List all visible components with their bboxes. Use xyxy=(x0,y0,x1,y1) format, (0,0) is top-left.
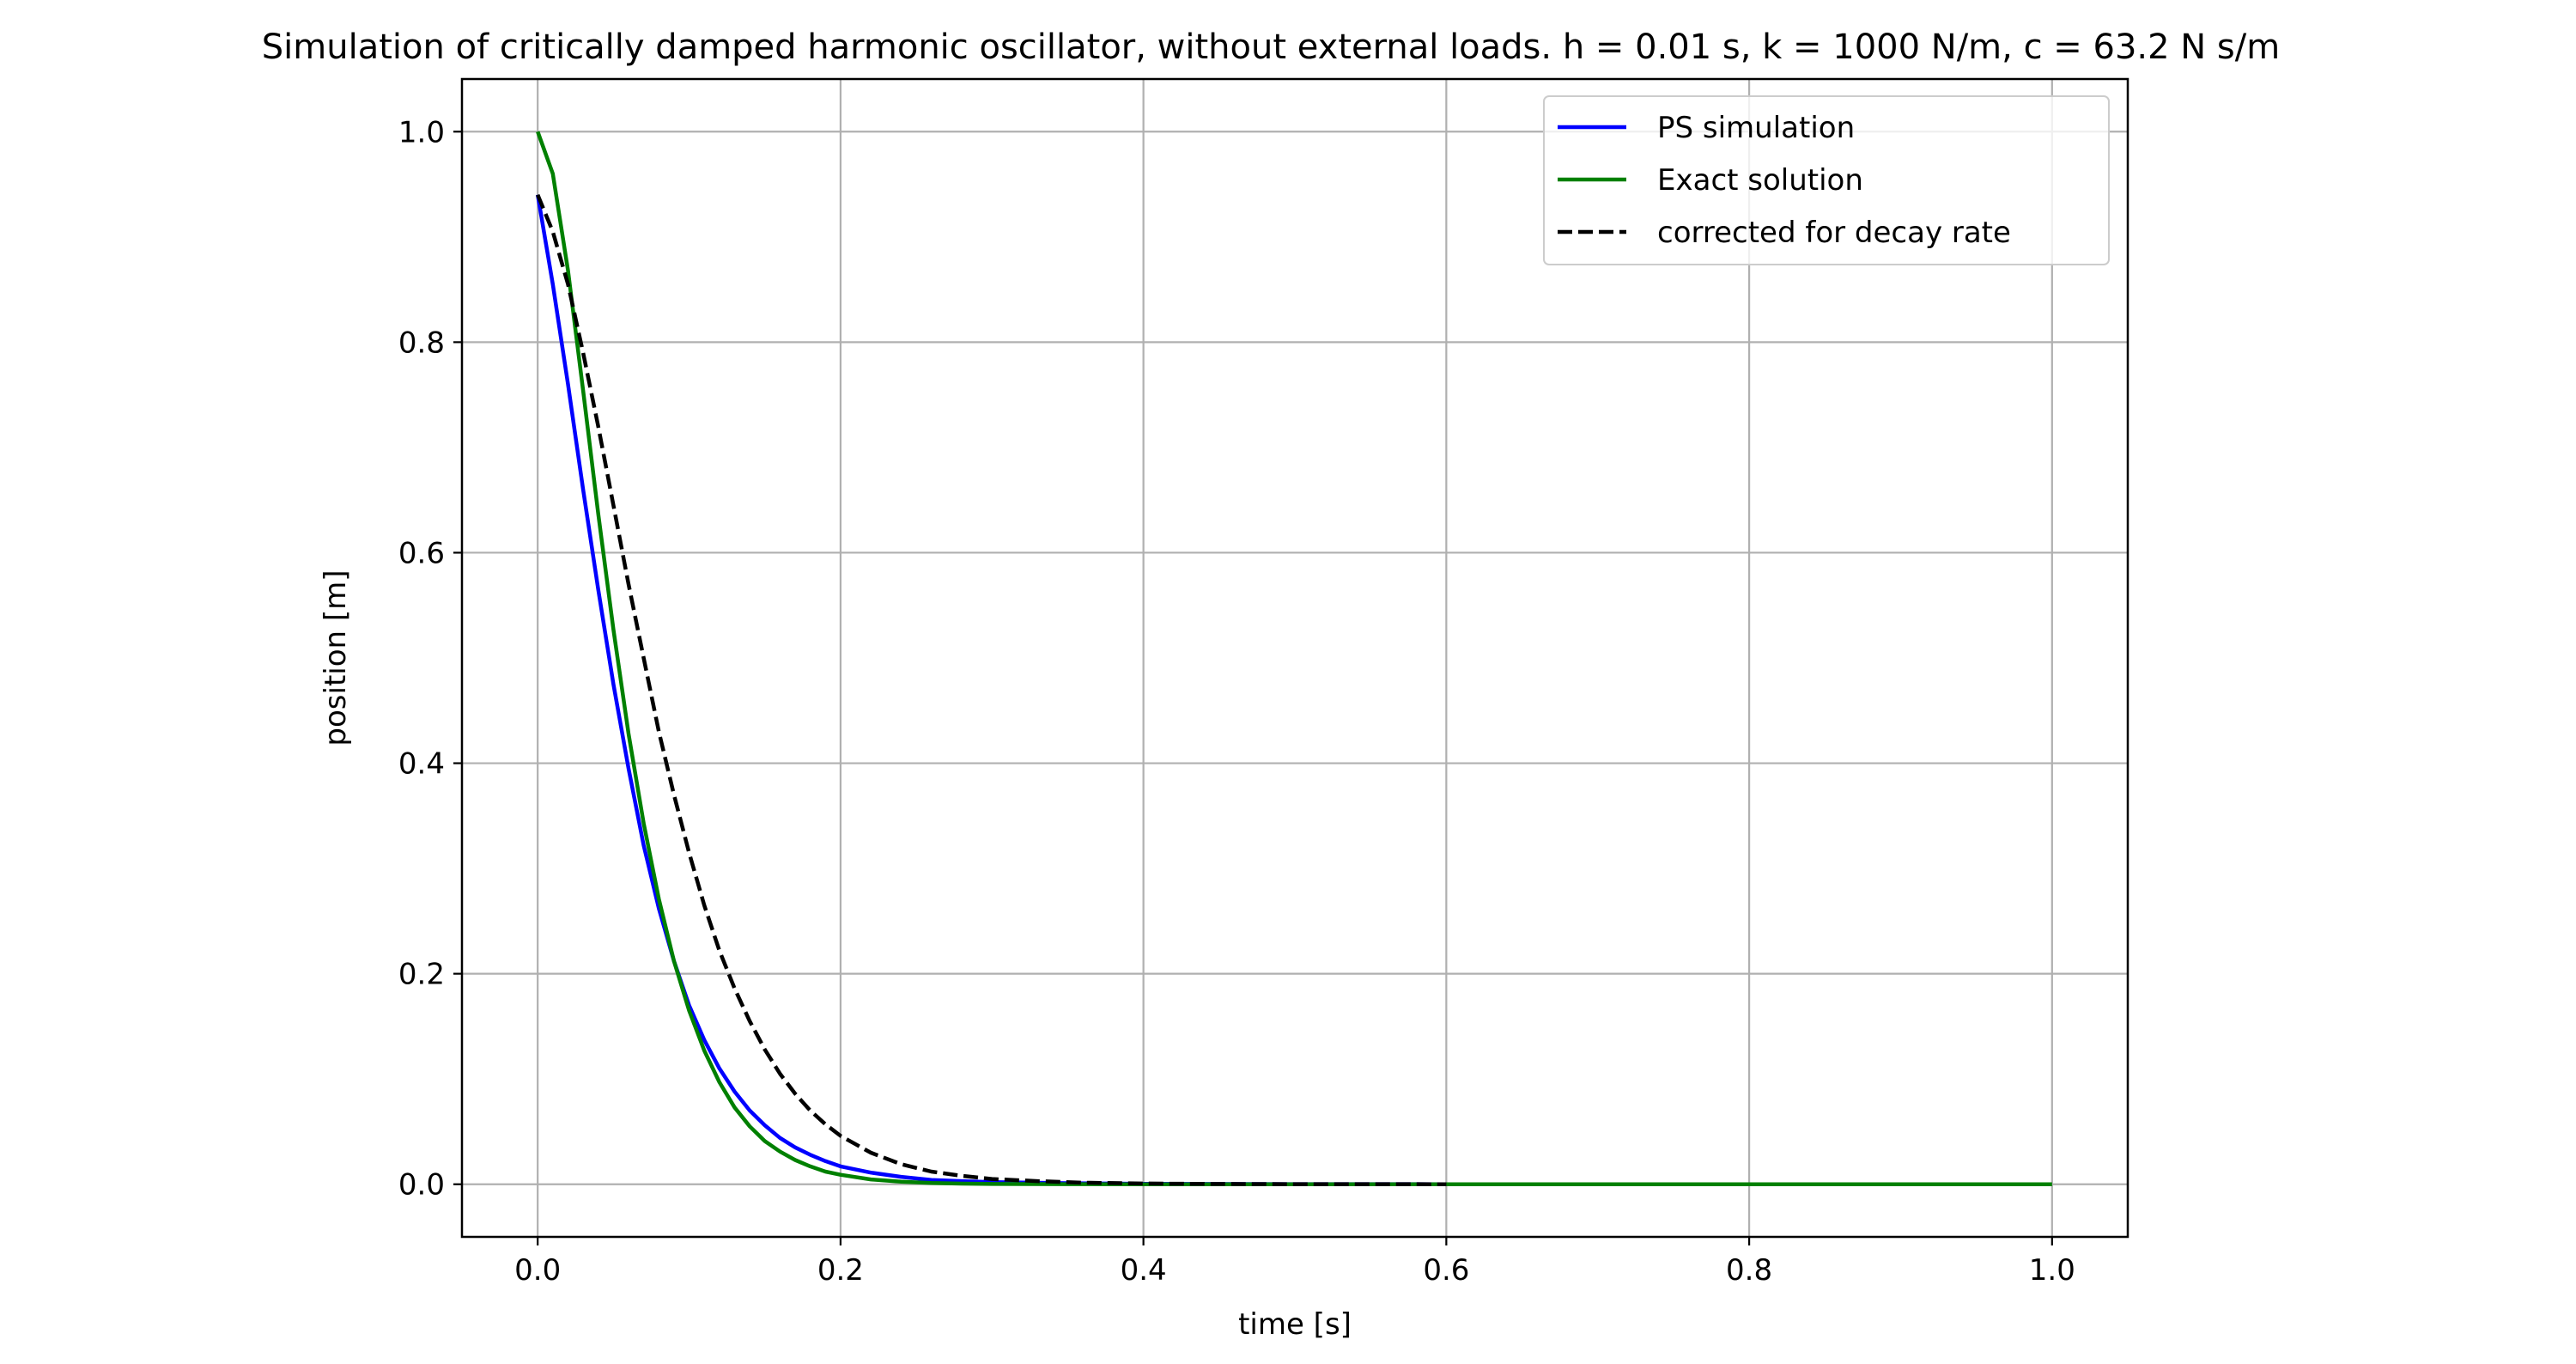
y-tick-label: 0.0 xyxy=(398,1168,445,1203)
chart-title: Simulation of critically damped harmonic… xyxy=(262,27,2280,67)
legend-box xyxy=(1543,95,2110,265)
grid xyxy=(462,79,2128,1237)
y-tick-label: 0.6 xyxy=(398,536,445,570)
x-tick-label: 0.6 xyxy=(1423,1253,1469,1288)
x-tick-label: 1.0 xyxy=(2029,1253,2075,1288)
plot-frame xyxy=(460,77,2129,1239)
series-line-1 xyxy=(535,194,1447,1186)
y-axis-label: position [m] xyxy=(319,569,353,746)
legend: PS simulation Exact solution corrected for… xyxy=(1543,95,2110,265)
y-tick-label: 0.2 xyxy=(398,958,445,992)
x-axis-label: time [s] xyxy=(1238,1307,1352,1342)
x-tick-label: 0.0 xyxy=(514,1253,561,1288)
x-tick-label: 0.2 xyxy=(817,1253,864,1288)
legend-label: PS simulation xyxy=(1657,111,1855,145)
legend-label: Exact solution xyxy=(1657,163,1863,198)
y-tick-label: 1.0 xyxy=(398,115,445,149)
series-line-3 xyxy=(536,193,1447,1186)
plot-lines xyxy=(535,131,2052,1186)
y-tick-label: 0.4 xyxy=(398,747,445,782)
legend-label: corrected for decay rate xyxy=(1657,216,2011,250)
x-tick-label: 0.8 xyxy=(1726,1253,1772,1288)
x-tick-label: 0.4 xyxy=(1121,1253,1167,1288)
y-tick-label: 0.8 xyxy=(398,326,445,360)
axis-ticks: 0.0 0.2 0.4 0.6 0.8 1.0 0.0 0.2 0.4 0.6 0.8 1.0 xyxy=(398,115,2075,1288)
